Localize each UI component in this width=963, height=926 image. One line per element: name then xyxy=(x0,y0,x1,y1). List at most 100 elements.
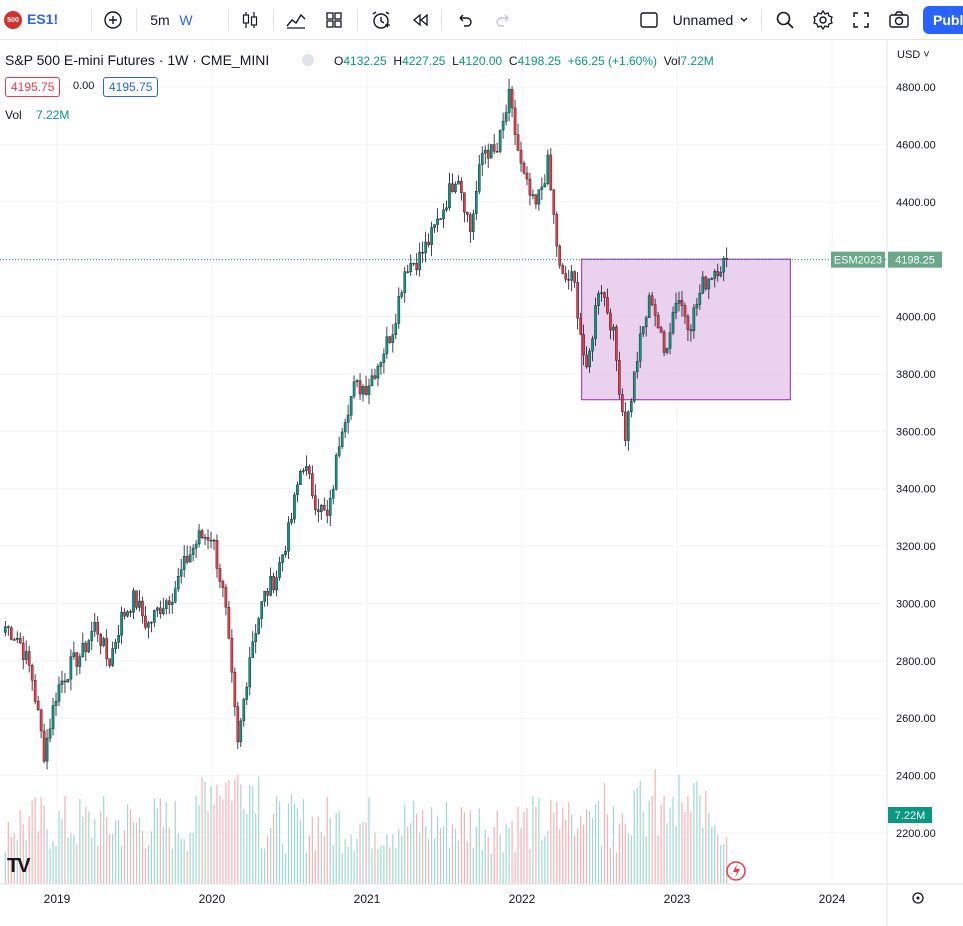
candle xyxy=(24,640,28,665)
candle-body xyxy=(537,189,541,205)
candles-icon[interactable] xyxy=(238,0,262,40)
candle-body xyxy=(531,194,535,196)
candle xyxy=(144,605,147,630)
replay-icon[interactable] xyxy=(408,0,432,40)
candle xyxy=(597,290,600,315)
candle-body xyxy=(218,568,222,582)
volume-bar xyxy=(621,813,623,884)
volume-bar xyxy=(225,782,227,884)
layout-icon[interactable] xyxy=(637,0,661,40)
legend-title[interactable]: S&P 500 E-mini Futures · 1W · CME_MINI xyxy=(5,52,270,68)
candle-body xyxy=(635,361,639,372)
candle-body xyxy=(474,191,478,214)
candle-body xyxy=(120,612,123,636)
undo-icon[interactable] xyxy=(453,0,477,40)
price-chart[interactable]: 4800.004600.004400.004200.004000.003800.… xyxy=(0,41,963,926)
candle-body xyxy=(305,466,308,471)
volume-bar xyxy=(675,825,677,884)
candle xyxy=(260,601,263,628)
candle-body xyxy=(397,296,401,324)
volume-bar xyxy=(278,801,281,884)
price-tick-label: 2200.00 xyxy=(896,828,936,840)
candle xyxy=(209,531,213,549)
camera-icon[interactable] xyxy=(887,0,911,40)
volume-bar xyxy=(7,821,9,884)
publish-button[interactable]: Publ xyxy=(923,6,963,34)
indicators-icon[interactable] xyxy=(284,0,308,40)
market-status-icon[interactable] xyxy=(302,54,314,66)
fullscreen-icon[interactable] xyxy=(849,0,873,40)
candle xyxy=(451,173,454,193)
volume-label[interactable]: Vol xyxy=(5,108,22,122)
candle xyxy=(543,174,547,188)
sell-price-button[interactable]: 4195.75 xyxy=(5,77,61,97)
volume-bar xyxy=(261,848,263,884)
volume-bar xyxy=(693,782,695,884)
buy-price-button[interactable]: 4195.75 xyxy=(103,77,159,97)
search-icon[interactable] xyxy=(773,0,797,40)
candle-body xyxy=(451,183,454,193)
candle xyxy=(218,563,222,589)
volume-bar xyxy=(395,847,397,884)
candle-body xyxy=(698,292,702,305)
candle-body xyxy=(457,180,460,185)
volume-bar xyxy=(320,831,322,884)
volume-bar xyxy=(460,807,462,884)
candle xyxy=(224,584,228,616)
add-symbol-icon[interactable] xyxy=(101,0,125,40)
volume-bar xyxy=(138,817,141,884)
volume-bar xyxy=(377,849,379,884)
symbol-search-button[interactable]: ES1! xyxy=(27,11,59,27)
candle-body xyxy=(57,684,61,702)
resolution-button[interactable]: W xyxy=(179,12,193,28)
candle-body xyxy=(15,637,19,640)
candle-body xyxy=(665,348,669,353)
layout-name-button[interactable]: Unnamed xyxy=(672,12,734,28)
candle-body xyxy=(352,381,356,397)
candle xyxy=(108,658,111,668)
candle xyxy=(334,452,338,491)
candle-body xyxy=(257,618,260,634)
candle-body xyxy=(340,431,344,447)
candle xyxy=(48,718,52,743)
candle xyxy=(421,241,424,263)
candle xyxy=(36,695,40,711)
candle-body xyxy=(391,334,395,343)
candle-body xyxy=(522,163,526,174)
volume-bar xyxy=(627,833,629,884)
volume-bar xyxy=(371,848,373,884)
volume-bar xyxy=(109,833,111,884)
candle-body xyxy=(627,411,630,441)
candle-body xyxy=(254,633,258,643)
settings-icon[interactable] xyxy=(811,0,835,40)
candle xyxy=(427,233,430,248)
candle xyxy=(51,697,55,736)
volume-bar xyxy=(672,796,674,884)
volume-bar xyxy=(556,801,558,884)
candle-body xyxy=(683,305,687,317)
volume-bar xyxy=(559,829,561,884)
interval-button[interactable]: 5m xyxy=(150,12,170,28)
candle xyxy=(644,315,648,337)
templates-icon[interactable] xyxy=(322,0,346,40)
candle xyxy=(415,253,418,276)
volume-bar xyxy=(243,808,245,884)
chevron-down-icon[interactable] xyxy=(736,0,752,40)
candle-body xyxy=(236,706,240,743)
currency-selector[interactable]: USD ˅ xyxy=(897,49,930,61)
candle xyxy=(340,427,344,450)
candle xyxy=(114,638,117,654)
candle-body xyxy=(644,317,648,328)
candle-body xyxy=(147,622,150,628)
volume-bar xyxy=(636,787,638,884)
volume-bar xyxy=(76,844,78,884)
alert-icon[interactable] xyxy=(368,0,394,40)
candle-body xyxy=(164,600,168,609)
redo-icon[interactable] xyxy=(491,0,515,40)
candle xyxy=(391,324,395,353)
volume-bar xyxy=(529,848,531,884)
volume-bar xyxy=(368,797,370,884)
candle-body xyxy=(99,633,103,646)
candle-body xyxy=(567,278,570,281)
candle-body xyxy=(528,178,532,196)
